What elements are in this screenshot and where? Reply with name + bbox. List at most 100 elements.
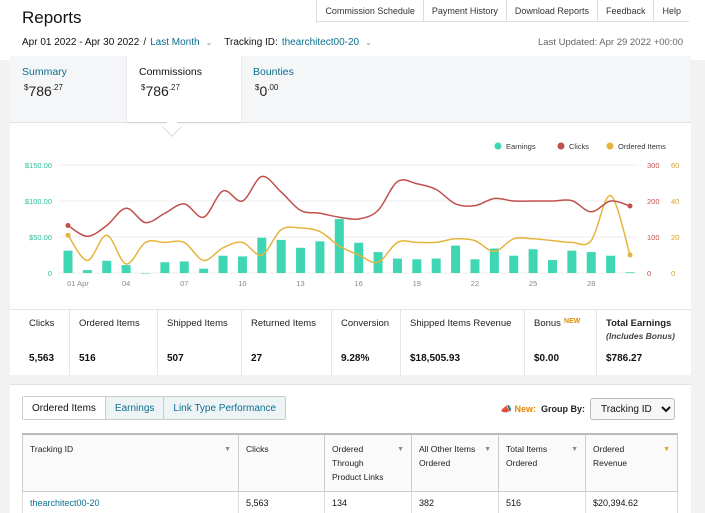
- x-tick-label: 01 Apr: [67, 279, 89, 288]
- cell-clicks: 5,563: [238, 491, 325, 513]
- ordered-items-point: [65, 232, 71, 238]
- table-tabs: Ordered Items Earnings Link Type Perform…: [22, 396, 287, 420]
- tab-summary[interactable]: Summary $786.27: [10, 56, 127, 122]
- chevron-down-icon[interactable]: ⌄: [365, 38, 372, 47]
- y-items-tick-label: 40: [671, 197, 679, 206]
- y-left-tick-label: $100.00: [25, 197, 52, 206]
- earnings-bar: [218, 255, 228, 273]
- earnings-bar: [296, 247, 306, 273]
- nav-payment-history[interactable]: Payment History: [422, 0, 506, 22]
- stat-value: 507: [167, 353, 184, 364]
- col-other-items[interactable]: All Other Items Ordered ▼: [411, 433, 499, 492]
- y-items-tick-label: 60: [671, 161, 679, 170]
- nav-download-reports[interactable]: Download Reports: [505, 0, 597, 22]
- earnings-bar: [528, 249, 538, 273]
- tab-value: $0.00: [255, 83, 279, 99]
- nav-feedback[interactable]: Feedback: [596, 0, 654, 22]
- ordered-items-point: [627, 252, 633, 258]
- filter-bar: Apr 01 2022 - Apr 30 2022 / Last Month ⌄…: [22, 37, 372, 48]
- legend-entry: Earnings: [506, 142, 536, 151]
- tab-label: Commissions: [139, 66, 203, 78]
- earnings-bar: [160, 262, 170, 273]
- stat-value: 27: [251, 353, 263, 364]
- legend-entry: Ordered Items: [618, 142, 666, 151]
- earnings-bar: [625, 272, 635, 273]
- legend-marker: [557, 142, 565, 150]
- group-by-select[interactable]: Tracking ID: [590, 398, 675, 420]
- tab-ordered-items[interactable]: Ordered Items: [23, 397, 105, 419]
- x-tick-label: 10: [238, 279, 246, 288]
- earnings-bar: [392, 258, 402, 273]
- col-clicks[interactable]: Clicks: [238, 433, 325, 492]
- earnings-bar: [121, 265, 131, 273]
- col-tracking-id[interactable]: Tracking ID ▼: [22, 433, 239, 492]
- ordered-items-line: [67, 194, 631, 265]
- y-left-tick-label: $50.00: [29, 233, 52, 242]
- chevron-down-icon[interactable]: ⌄: [205, 38, 213, 47]
- period-dropdown[interactable]: Last Month: [150, 37, 200, 48]
- col-product-links[interactable]: Ordered Through Product Links ▼: [324, 433, 412, 492]
- stat-shipped-revenue: Shipped Items Revenue $18,505.93: [400, 310, 524, 376]
- col-total-items[interactable]: Total Items Ordered ▼: [498, 433, 586, 492]
- tab-earnings[interactable]: Earnings: [104, 397, 164, 419]
- earnings-bar: [586, 252, 596, 273]
- legend-entry: Clicks: [569, 142, 589, 151]
- stat-value: $18,505.93: [410, 353, 461, 364]
- y-items-tick-label: 20: [671, 233, 679, 242]
- earnings-bar: [354, 242, 364, 273]
- earnings-bar: [606, 255, 616, 273]
- metric-tabs: Summary $786.27 Commissions $786.27 Boun…: [10, 56, 691, 122]
- top-nav: Commission Schedule Payment History Down…: [316, 0, 689, 22]
- earnings-bar: [199, 268, 209, 273]
- stat-conversion: Conversion 9.28%: [331, 310, 400, 376]
- group-by-label: Group By:: [541, 404, 585, 414]
- cell-total-items: 516: [498, 491, 586, 513]
- earnings-bar: [509, 255, 519, 273]
- earnings-bar: [102, 260, 112, 273]
- earnings-bar: [63, 250, 73, 273]
- new-tag: 📣 New:: [500, 403, 536, 414]
- nav-help[interactable]: Help: [653, 0, 689, 22]
- earnings-chart: 0 $50.00 $100.00 $150.00 0 100 200 300 0 20 40 60 01…: [25, 142, 679, 288]
- table-row: thearchitect00-20 5,563 134 382 516 $20,…: [22, 491, 678, 513]
- tab-commissions[interactable]: Commissions $786.27: [127, 56, 241, 122]
- stat-label: Total Earnings (Includes Bonus): [606, 318, 675, 341]
- cell-tracking-id[interactable]: thearchitect00-20: [22, 491, 239, 513]
- earnings-bar: [179, 261, 189, 273]
- sort-active-icon[interactable]: ▼: [663, 446, 670, 453]
- tracking-id-dropdown[interactable]: thearchitect00-20: [281, 37, 360, 48]
- nav-commission-schedule[interactable]: Commission Schedule: [316, 0, 423, 22]
- x-tick-label: 22: [471, 279, 479, 288]
- sort-icon[interactable]: ▼: [397, 446, 404, 453]
- earnings-bar: [547, 260, 557, 273]
- tab-bounties[interactable]: Bounties $0.00: [241, 56, 358, 122]
- earnings-bar: [82, 270, 92, 273]
- x-tick-label: 13: [296, 279, 304, 288]
- col-ordered-revenue[interactable]: Ordered Revenue ▼: [585, 433, 678, 492]
- megaphone-icon: 📣: [500, 403, 512, 414]
- tab-link-type-performance[interactable]: Link Type Performance: [163, 397, 286, 419]
- stat-total-earnings: Total Earnings (Includes Bonus) $786.27: [596, 310, 701, 376]
- cell-revenue: $20,394.62: [585, 491, 678, 513]
- stat-value: $786.27: [606, 353, 643, 364]
- cell-product-links: 134: [324, 491, 412, 513]
- x-tick-label: 19: [413, 279, 421, 288]
- stat-value: 5,563: [29, 353, 55, 364]
- stat-label: Shipped Items Revenue: [410, 318, 512, 329]
- earnings-bar: [237, 256, 247, 273]
- sort-icon[interactable]: ▼: [571, 446, 578, 453]
- stat-label: Bonus NEW: [534, 318, 581, 329]
- stat-shipped-items: Shipped Items 507: [157, 310, 241, 376]
- stat-value: 516: [79, 353, 96, 364]
- stats-row: Clicks 5,563 Ordered Items 516 Shipped Items…: [10, 309, 691, 376]
- sort-icon[interactable]: ▼: [224, 446, 231, 453]
- stat-returned-items: Returned Items 27: [241, 310, 331, 376]
- report-header: Reports Commission Schedule Payment Hist…: [0, 0, 705, 60]
- tab-label: Bounties: [253, 66, 294, 78]
- table-card: Ordered Items Earnings Link Type Perform…: [10, 384, 691, 513]
- y-clicks-tick-label: 0: [647, 269, 651, 278]
- x-tick-label: 16: [355, 279, 363, 288]
- clicks-line: [67, 175, 631, 238]
- sort-icon[interactable]: ▼: [484, 446, 491, 453]
- stat-value: $0.00: [534, 353, 560, 364]
